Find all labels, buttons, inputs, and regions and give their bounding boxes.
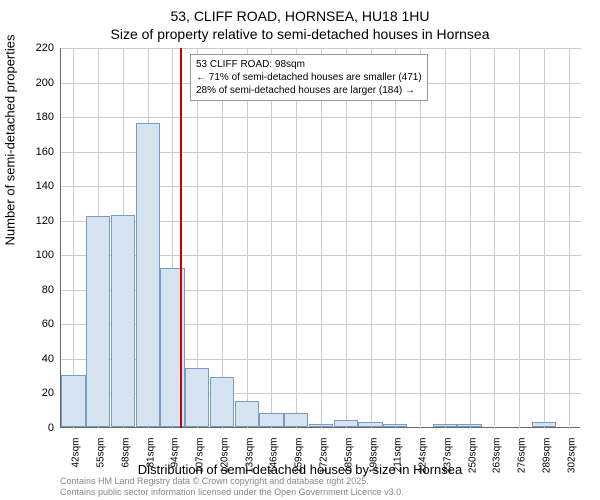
y-tick-label: 0 bbox=[24, 422, 54, 434]
grid-line-v bbox=[73, 48, 74, 428]
histogram-bar bbox=[358, 422, 382, 427]
annotation-line1: 53 CLIFF ROAD: 98sqm bbox=[196, 58, 422, 71]
y-tick-label: 160 bbox=[24, 146, 54, 158]
histogram-bar bbox=[309, 424, 333, 427]
histogram-bar bbox=[259, 413, 283, 427]
y-tick-label: 100 bbox=[24, 249, 54, 261]
grid-line-v bbox=[296, 48, 297, 428]
grid-line-v bbox=[371, 48, 372, 428]
chart-title-address: 53, CLIFF ROAD, HORNSEA, HU18 1HU bbox=[0, 0, 600, 24]
histogram-bar bbox=[185, 368, 209, 427]
grid-line-v bbox=[445, 48, 446, 428]
histogram-bar bbox=[532, 422, 556, 427]
y-tick-label: 180 bbox=[24, 111, 54, 123]
grid-line-v bbox=[470, 48, 471, 428]
grid-line-v bbox=[519, 48, 520, 428]
grid-line-v bbox=[544, 48, 545, 428]
y-tick-label: 200 bbox=[24, 77, 54, 89]
annotation-line3: 28% of semi-detached houses are larger (… bbox=[196, 84, 422, 97]
histogram-bar bbox=[284, 413, 308, 427]
annotation-line2: ← 71% of semi-detached houses are smalle… bbox=[196, 71, 422, 84]
histogram-bar bbox=[433, 424, 457, 427]
histogram-bar bbox=[86, 216, 110, 427]
y-tick-label: 220 bbox=[24, 42, 54, 54]
grid-line-v bbox=[222, 48, 223, 428]
grid-line-v bbox=[420, 48, 421, 428]
x-axis-label: Distribution of semi-detached houses by … bbox=[0, 462, 600, 477]
histogram-bar bbox=[383, 424, 407, 427]
histogram-bar bbox=[136, 123, 160, 427]
y-tick-label: 140 bbox=[24, 180, 54, 192]
histogram-bar bbox=[334, 420, 358, 427]
chart-title-description: Size of property relative to semi-detach… bbox=[0, 24, 600, 42]
y-tick-label: 80 bbox=[24, 284, 54, 296]
grid-line-v bbox=[346, 48, 347, 428]
footer-line1: Contains HM Land Registry data © Crown c… bbox=[60, 476, 404, 487]
histogram-bar bbox=[457, 424, 481, 427]
grid-line-v bbox=[271, 48, 272, 428]
histogram-bar bbox=[111, 215, 135, 427]
plot-area: 02040608010012014016018020022042sqm55sqm… bbox=[60, 48, 580, 428]
grid-line-v bbox=[321, 48, 322, 428]
grid-line-v bbox=[569, 48, 570, 428]
y-tick-label: 20 bbox=[24, 387, 54, 399]
y-tick-label: 40 bbox=[24, 353, 54, 365]
histogram-bar bbox=[235, 401, 259, 427]
y-tick-label: 120 bbox=[24, 215, 54, 227]
footer-line2: Contains public sector information licen… bbox=[60, 487, 404, 498]
histogram-bar bbox=[61, 375, 85, 427]
footer-attribution: Contains HM Land Registry data © Crown c… bbox=[60, 476, 404, 498]
histogram-bar bbox=[210, 377, 234, 427]
grid-line-v bbox=[395, 48, 396, 428]
marker-annotation: 53 CLIFF ROAD: 98sqm ← 71% of semi-detac… bbox=[190, 54, 428, 101]
y-axis-label: Number of semi-detached properties bbox=[3, 35, 18, 246]
marker-line bbox=[180, 48, 182, 428]
grid-line-v bbox=[247, 48, 248, 428]
y-tick-label: 60 bbox=[24, 318, 54, 330]
chart-area: 02040608010012014016018020022042sqm55sqm… bbox=[60, 48, 580, 428]
grid-line-v bbox=[494, 48, 495, 428]
